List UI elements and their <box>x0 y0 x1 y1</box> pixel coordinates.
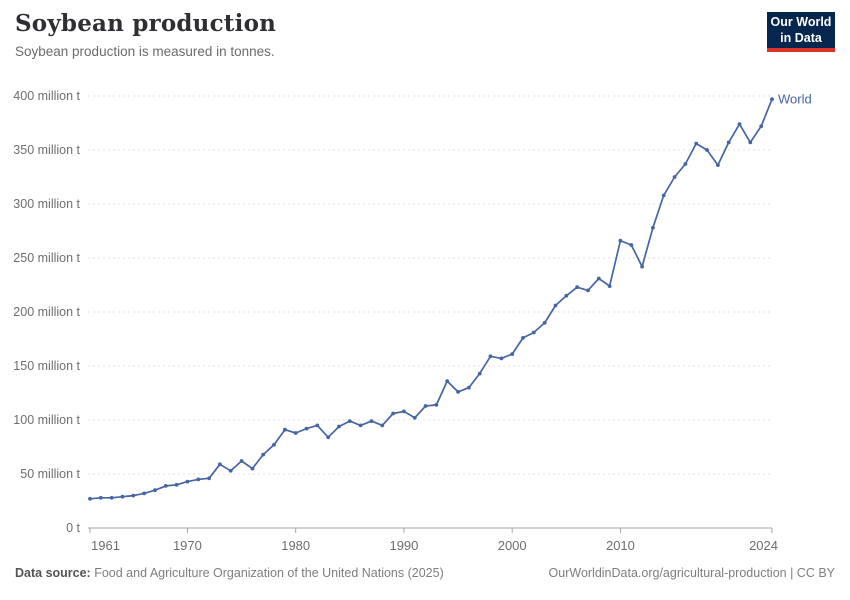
y-axis-label: 200 million t <box>13 305 80 319</box>
data-point[interactable] <box>109 495 114 500</box>
data-point[interactable] <box>521 336 525 340</box>
data-point[interactable] <box>283 427 287 432</box>
data-point[interactable] <box>510 352 515 356</box>
data-point[interactable] <box>358 423 363 428</box>
data-point[interactable] <box>672 175 677 179</box>
data-point[interactable] <box>142 491 147 496</box>
data-point[interactable] <box>88 496 92 501</box>
data-point[interactable] <box>402 409 406 414</box>
y-axis-label: 100 million t <box>13 413 80 427</box>
data-point[interactable] <box>131 493 136 498</box>
data-point[interactable] <box>705 148 709 152</box>
x-axis-label: 1990 <box>389 538 418 553</box>
data-point[interactable] <box>607 284 612 288</box>
data-point[interactable] <box>98 495 103 500</box>
y-axis-label: 400 million t <box>13 89 80 103</box>
data-source-label: Data source: <box>15 566 91 580</box>
line-chart[interactable]: 0 t 50 million t 100 million t 150 million … <box>0 0 850 560</box>
data-point[interactable] <box>261 452 266 457</box>
data-point[interactable] <box>228 468 233 473</box>
data-point[interactable] <box>553 303 558 308</box>
data-point[interactable] <box>315 423 320 428</box>
data-point[interactable] <box>737 122 742 126</box>
data-point[interactable] <box>380 423 385 428</box>
y-axis-label: 300 million t <box>13 197 80 211</box>
data-point[interactable] <box>174 482 179 487</box>
data-source-text: Food and Agriculture Organization of the… <box>94 566 444 580</box>
data-point[interactable] <box>163 484 168 488</box>
data-point[interactable] <box>467 385 471 390</box>
data-point[interactable] <box>531 330 536 335</box>
x-axis-label: 1970 <box>173 538 202 553</box>
data-point[interactable] <box>596 276 601 281</box>
series-label-world[interactable]: World <box>778 92 812 107</box>
data-point[interactable] <box>369 419 374 423</box>
x-axis-label: 1980 <box>281 538 310 553</box>
data-point[interactable] <box>488 354 493 359</box>
data-point[interactable] <box>726 140 731 145</box>
data-point[interactable] <box>391 411 395 416</box>
data-point[interactable] <box>586 288 590 293</box>
data-point[interactable] <box>542 320 547 325</box>
chart-footer: Data source: Food and Agriculture Organi… <box>15 566 835 580</box>
data-point[interactable] <box>347 419 352 423</box>
data-point[interactable] <box>185 479 190 484</box>
data-point[interactable] <box>412 415 417 420</box>
data-point[interactable] <box>618 238 623 243</box>
data-point[interactable] <box>434 403 439 407</box>
x-axis-label: 2024 <box>749 538 778 553</box>
data-point[interactable] <box>423 404 428 408</box>
data-point[interactable] <box>153 488 157 493</box>
data-point[interactable] <box>629 243 634 247</box>
owid-logo[interactable]: Our World in Data <box>767 12 835 52</box>
data-point[interactable] <box>651 225 655 230</box>
y-axis-label: 250 million t <box>13 251 80 265</box>
data-point[interactable] <box>683 162 688 166</box>
data-point[interactable] <box>759 124 764 129</box>
data-point[interactable] <box>272 442 276 447</box>
y-axis-label: 0 t <box>66 521 80 535</box>
y-axis-label: 350 million t <box>13 143 80 157</box>
data-point[interactable] <box>337 424 341 429</box>
chart-header: Soybean production Soybean production is… <box>15 10 276 59</box>
data-point[interactable] <box>748 140 753 145</box>
data-point[interactable] <box>239 459 244 463</box>
data-point[interactable] <box>477 371 482 376</box>
data-point[interactable] <box>456 390 460 394</box>
data-point[interactable] <box>196 477 201 482</box>
y-axis-label: 50 million t <box>20 467 80 481</box>
data-point[interactable] <box>716 163 720 168</box>
credit-link[interactable]: OurWorldinData.org/agricultural-producti… <box>548 566 835 580</box>
owid-logo-line1: Our World <box>770 15 832 29</box>
data-point[interactable] <box>207 476 212 481</box>
x-axis-label: 1961 <box>91 538 120 553</box>
x-axis-label: 2010 <box>606 538 635 553</box>
data-point[interactable] <box>326 435 331 440</box>
page-title: Soybean production <box>15 10 277 37</box>
data-point[interactable] <box>120 494 125 499</box>
chart-subtitle: Soybean production is measured in tonnes… <box>15 44 275 59</box>
owid-logo-line2: in Data <box>780 31 822 45</box>
data-point[interactable] <box>293 431 298 435</box>
data-point[interactable] <box>640 264 644 269</box>
data-source: Data source: Food and Agriculture Organi… <box>15 566 444 580</box>
data-point[interactable] <box>445 379 450 383</box>
world-series-line <box>89 98 773 500</box>
data-point[interactable] <box>770 97 774 102</box>
data-point[interactable] <box>575 285 579 290</box>
data-point[interactable] <box>304 426 309 431</box>
y-axis-label: 150 million t <box>13 359 80 373</box>
data-point[interactable] <box>661 193 666 198</box>
data-point[interactable] <box>564 293 569 298</box>
data-point[interactable] <box>250 466 255 471</box>
data-point[interactable] <box>218 462 222 467</box>
data-point[interactable] <box>694 141 699 146</box>
data-point[interactable] <box>499 356 504 361</box>
x-axis-label: 2000 <box>498 538 527 553</box>
